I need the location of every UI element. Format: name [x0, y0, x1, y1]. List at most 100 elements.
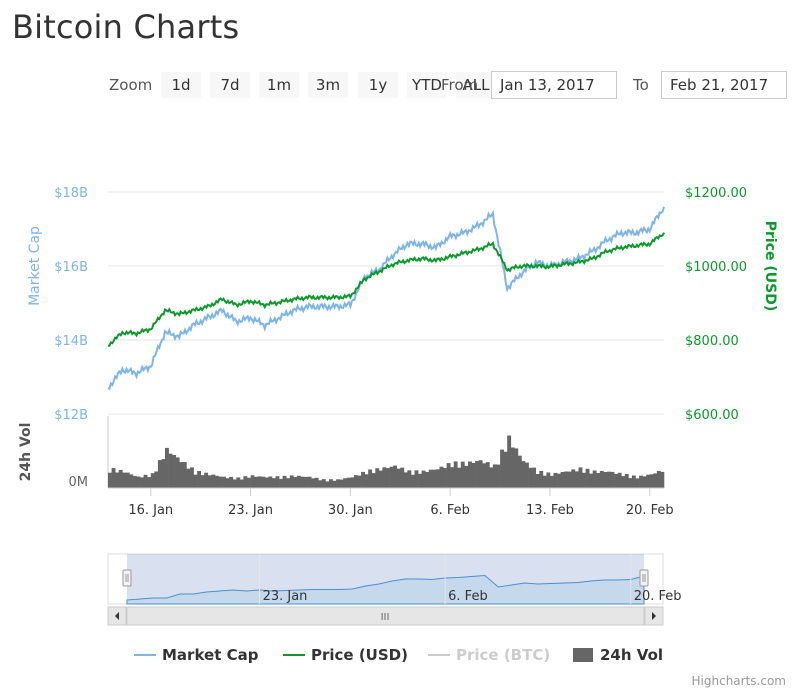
volume-bar [375, 468, 380, 488]
volume-bar [339, 479, 344, 488]
to-label: To [633, 76, 649, 94]
volume-bar [325, 481, 330, 488]
zoom-button-all[interactable]: ALL [456, 72, 496, 98]
right-axis-tick-label: $600.00 [685, 408, 739, 423]
volume-bar [197, 471, 201, 488]
volume-bar [329, 479, 333, 488]
volume-bar [229, 476, 234, 488]
volume-bar [482, 463, 487, 488]
x-axis-tick-label: 23. Jan [228, 503, 273, 518]
price-usd-series [107, 232, 665, 347]
zoom-label: Zoom [109, 76, 153, 94]
zoom-button-ytd[interactable]: YTD [407, 72, 447, 98]
zoom-button-3m[interactable]: 3m [308, 72, 348, 98]
volume-bar [496, 464, 501, 488]
volume-bar [165, 447, 169, 488]
credits-link[interactable]: Highcharts.com [691, 674, 786, 688]
navigator-right-handle[interactable] [639, 569, 649, 587]
volume-bar [157, 460, 162, 488]
volume-bar [125, 472, 130, 488]
navigator-left-handle[interactable] [122, 569, 132, 587]
volume-bar [247, 477, 251, 488]
scrollbar-thumb[interactable] [126, 606, 645, 626]
left-axis-tick-label: $16B [54, 260, 88, 275]
navigator-frame [107, 553, 664, 605]
volume-bar [521, 461, 526, 488]
volume-bar [639, 475, 643, 488]
to-date-input[interactable]: Feb 21, 2017 [661, 71, 787, 99]
volume-bar [200, 475, 205, 488]
volume-bar [264, 477, 269, 488]
volume-bar [471, 463, 476, 488]
zoom-button-1d[interactable]: 1d [161, 72, 201, 98]
volume-bar [475, 461, 479, 488]
volume-bar [432, 469, 437, 488]
zoom-button-7d[interactable]: 7d [210, 72, 250, 98]
volume-bar [182, 462, 187, 488]
volume-bar [589, 473, 594, 488]
volume-bar [214, 475, 219, 488]
volume-bar [275, 476, 280, 488]
volume-bar [553, 472, 558, 488]
volume-bar [261, 476, 266, 488]
legend-price-btc[interactable]: Price (BTC) [428, 646, 550, 664]
volume-bar [500, 449, 504, 488]
volume-bar [300, 476, 305, 488]
volume-bar [371, 473, 376, 488]
volume-bar [193, 474, 198, 488]
volume-bar [389, 466, 394, 488]
volume-bar [154, 471, 159, 488]
volume-bar [207, 475, 212, 488]
x-axis-tick-label: 13. Feb [526, 503, 574, 518]
volume-bar [129, 474, 134, 488]
left-axis-tick-label: $12B [54, 408, 88, 423]
volume-bar [585, 468, 590, 488]
price-chart[interactable]: $12B $14B $16B $18B $600.00 $800.00 $1000.00 $1… [0, 0, 800, 640]
volume-bar [218, 476, 223, 488]
zoom-button-1m[interactable]: 1m [259, 72, 299, 98]
volume-bar [168, 453, 173, 488]
volume-bar [603, 472, 608, 488]
navigator-mask [127, 554, 644, 604]
from-date-value: Jan 13, 2017 [500, 76, 595, 94]
right-axis-title: Price (USD) [762, 221, 778, 312]
volume-bar [286, 478, 291, 488]
volume-bar [542, 475, 547, 488]
volume-bar [510, 447, 515, 488]
volume-bar [396, 468, 401, 488]
volume-bar [425, 472, 430, 488]
volume-bar [489, 467, 494, 488]
volume-bar [503, 451, 508, 488]
market-cap-series [107, 206, 665, 391]
volume-bar [190, 467, 194, 488]
navigator-tick-label: 20. Feb [634, 589, 682, 604]
volume-bar [592, 470, 597, 488]
volume-bar [239, 479, 244, 488]
volume-bar [254, 476, 258, 488]
left-axis-tick-label: $18B [54, 186, 88, 201]
volume-bar [271, 478, 276, 488]
volume-bar [393, 465, 397, 488]
volume-bar [621, 476, 626, 488]
volume-bar [617, 472, 622, 488]
volume-bar [382, 467, 387, 488]
left-axis-title: Market Cap [27, 226, 43, 306]
volume-bar [236, 477, 241, 488]
volume-bar [546, 472, 551, 488]
volume-bar [439, 466, 444, 488]
legend-24h-vol[interactable]: 24h Vol [573, 646, 663, 664]
volume-bar [118, 469, 123, 488]
legend-market-cap[interactable]: Market Cap [134, 646, 258, 664]
volume-bar [653, 473, 658, 488]
volume-bar [435, 469, 440, 488]
from-date-input[interactable]: Jan 13, 2017 [491, 71, 617, 99]
volume-bar [250, 475, 255, 488]
zoom-button-1y[interactable]: 1y [358, 72, 398, 98]
legend-24h-vol-swatch [573, 648, 593, 662]
volume-bar [293, 477, 298, 488]
volume-bar [353, 475, 358, 488]
volume-bar [314, 477, 319, 488]
volume-bar [336, 479, 340, 488]
legend-price-usd[interactable]: Price (USD) [283, 646, 408, 664]
volume-bar [478, 460, 483, 488]
